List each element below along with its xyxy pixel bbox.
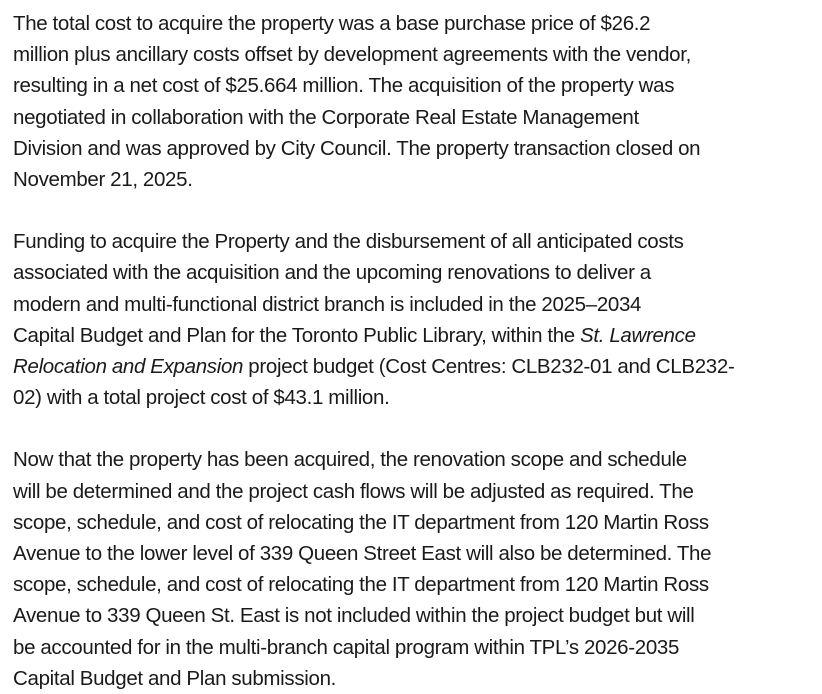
project-name-italic: St. Lawrence <box>580 323 696 347</box>
paragraph-line: will be determined and the project cash … <box>13 479 694 503</box>
paragraph-line: scope, schedule, and cost of relocating … <box>13 573 709 597</box>
document-body: The total cost to acquire the property w… <box>13 8 803 694</box>
paragraph-line: associated with the acquisition and the … <box>13 261 651 285</box>
paragraph-line: Avenue to 339 Queen St. East is not incl… <box>13 604 695 628</box>
paragraph-acquisition-cost: The total cost to acquire the property w… <box>13 8 803 195</box>
paragraph-line: Avenue to the lower level of 339 Queen S… <box>13 542 712 566</box>
paragraph-line: Funding to acquire the Property and the … <box>13 230 684 254</box>
document-page: The total cost to acquire the property w… <box>13 12 735 690</box>
paragraph-line: Capital Budget and Plan submission. <box>13 666 337 690</box>
paragraph-line: resulting in a net cost of $25.664 milli… <box>13 74 675 98</box>
paragraph-line: million plus ancillary costs offset by d… <box>13 43 691 67</box>
paragraph-line: negotiated in collaboration with the Cor… <box>13 105 639 129</box>
paragraph-next-steps: Now that the property has been acquired,… <box>13 444 803 694</box>
paragraph-line: 02) with a total project cost of $43.1 m… <box>13 386 390 410</box>
paragraph-line: modern and multi-functional district bra… <box>13 292 642 316</box>
paragraph-line: November 21, 2025. <box>13 168 193 192</box>
paragraph-line: scope, schedule, and cost of relocating … <box>13 510 709 534</box>
paragraph-line: Now that the property has been acquired,… <box>13 448 687 472</box>
paragraph-text-run: Capital Budget and Plan for the Toronto … <box>13 323 581 347</box>
paragraph-line: Capital Budget and Plan for the Toronto … <box>13 320 803 351</box>
paragraph-funding: Funding to acquire the Property and the … <box>13 226 803 413</box>
paragraph-line: be accounted for in the multi-branch cap… <box>13 635 680 659</box>
paragraph-line: Relocation and Expansion project budget … <box>13 351 803 382</box>
paragraph-text-run: project budget (Cost Centres: CLB232-01 … <box>243 355 735 379</box>
paragraph-line: The total cost to acquire the property w… <box>13 12 651 35</box>
paragraph-line: Division and was approved by City Counci… <box>13 136 701 160</box>
project-name-italic: Relocation and Expansion <box>13 355 244 379</box>
